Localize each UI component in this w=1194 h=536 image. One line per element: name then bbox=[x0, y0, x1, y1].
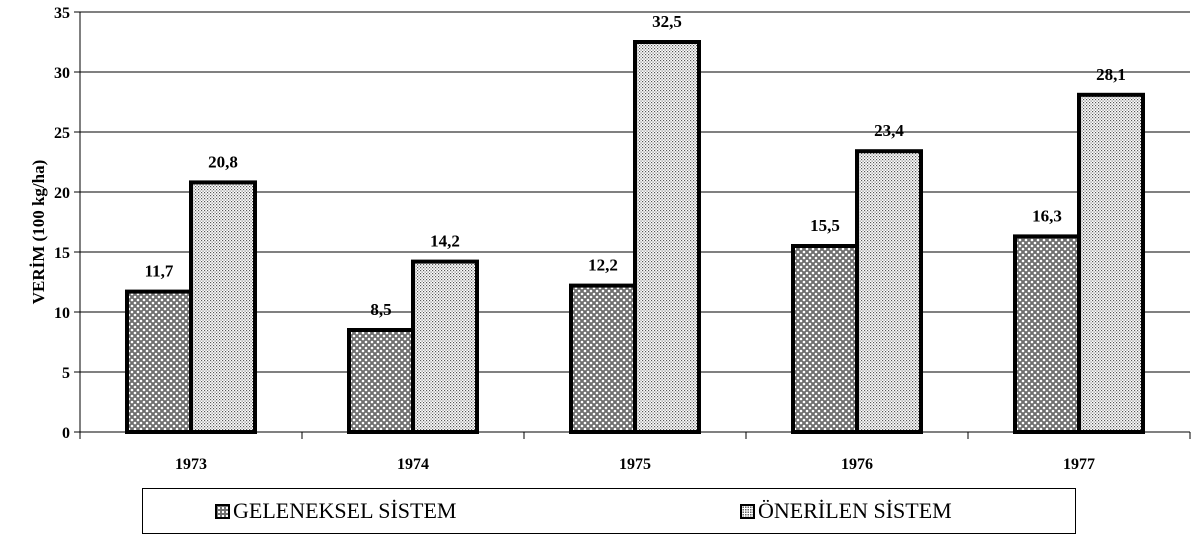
data-label: 14,2 bbox=[430, 232, 460, 251]
legend-item-onerilen: ÖNERİLEN SİSTEM bbox=[740, 489, 952, 533]
legend-item-geleneksel: GELENEKSEL SİSTEM bbox=[215, 489, 456, 533]
data-label: 20,8 bbox=[208, 152, 238, 171]
data-label: 11,7 bbox=[145, 262, 174, 281]
data-label: 8,5 bbox=[370, 300, 391, 319]
legend-label-geleneksel: GELENEKSEL SİSTEM bbox=[233, 498, 457, 523]
legend-label-onerilen: ÖNERİLEN SİSTEM bbox=[758, 498, 952, 523]
bars bbox=[125, 40, 1145, 435]
data-label: 16,3 bbox=[1032, 206, 1062, 225]
y-tick-label: 0 bbox=[62, 425, 70, 442]
x-tick-label: 1973 bbox=[175, 456, 207, 473]
x-tick-label: 1974 bbox=[397, 456, 429, 473]
y-axis-label: VERİM (100 kg/ha) bbox=[29, 160, 48, 305]
bar-onerilen bbox=[633, 40, 701, 434]
bar-onerilen bbox=[855, 149, 923, 434]
y-tick-label: 35 bbox=[54, 5, 70, 22]
axes: 0 5 10 15 20 25 30 35 1973 1974 1975 1976 1977 bbox=[54, 5, 1191, 473]
x-tick-label: 1976 bbox=[841, 456, 873, 473]
y-tick-label: 25 bbox=[54, 125, 70, 142]
bar-geleneksel bbox=[791, 244, 859, 434]
legend-swatch-onerilen bbox=[740, 503, 755, 519]
y-tick-label: 5 bbox=[62, 365, 70, 382]
data-labels: 11,7 20,8 8,5 14,2 12,2 32,5 15,5 23,4 16,3 28,1 bbox=[145, 12, 1126, 319]
bar-onerilen bbox=[1077, 92, 1145, 435]
data-label: 28,1 bbox=[1096, 65, 1126, 84]
legend-swatch-geleneksel bbox=[215, 503, 230, 519]
bar-onerilen bbox=[411, 259, 479, 434]
bar-geleneksel bbox=[347, 328, 415, 434]
data-label: 15,5 bbox=[810, 216, 840, 235]
data-label: 12,2 bbox=[588, 256, 618, 275]
x-tick-label: 1975 bbox=[619, 456, 651, 473]
x-tick-label: 1977 bbox=[1063, 456, 1095, 473]
y-tick-label: 15 bbox=[54, 245, 70, 262]
bar-geleneksel bbox=[1013, 234, 1081, 434]
y-tick-label: 10 bbox=[54, 305, 70, 322]
y-tick-label: 30 bbox=[54, 65, 70, 82]
bar-onerilen bbox=[189, 180, 257, 434]
data-label: 32,5 bbox=[652, 12, 682, 31]
data-label: 23,4 bbox=[874, 121, 904, 140]
bar-geleneksel bbox=[569, 283, 637, 434]
legend: GELENEKSEL SİSTEM ÖNERİLEN SİSTEM bbox=[142, 488, 1076, 534]
bar-geleneksel bbox=[125, 289, 193, 434]
y-tick-label: 20 bbox=[54, 185, 70, 202]
